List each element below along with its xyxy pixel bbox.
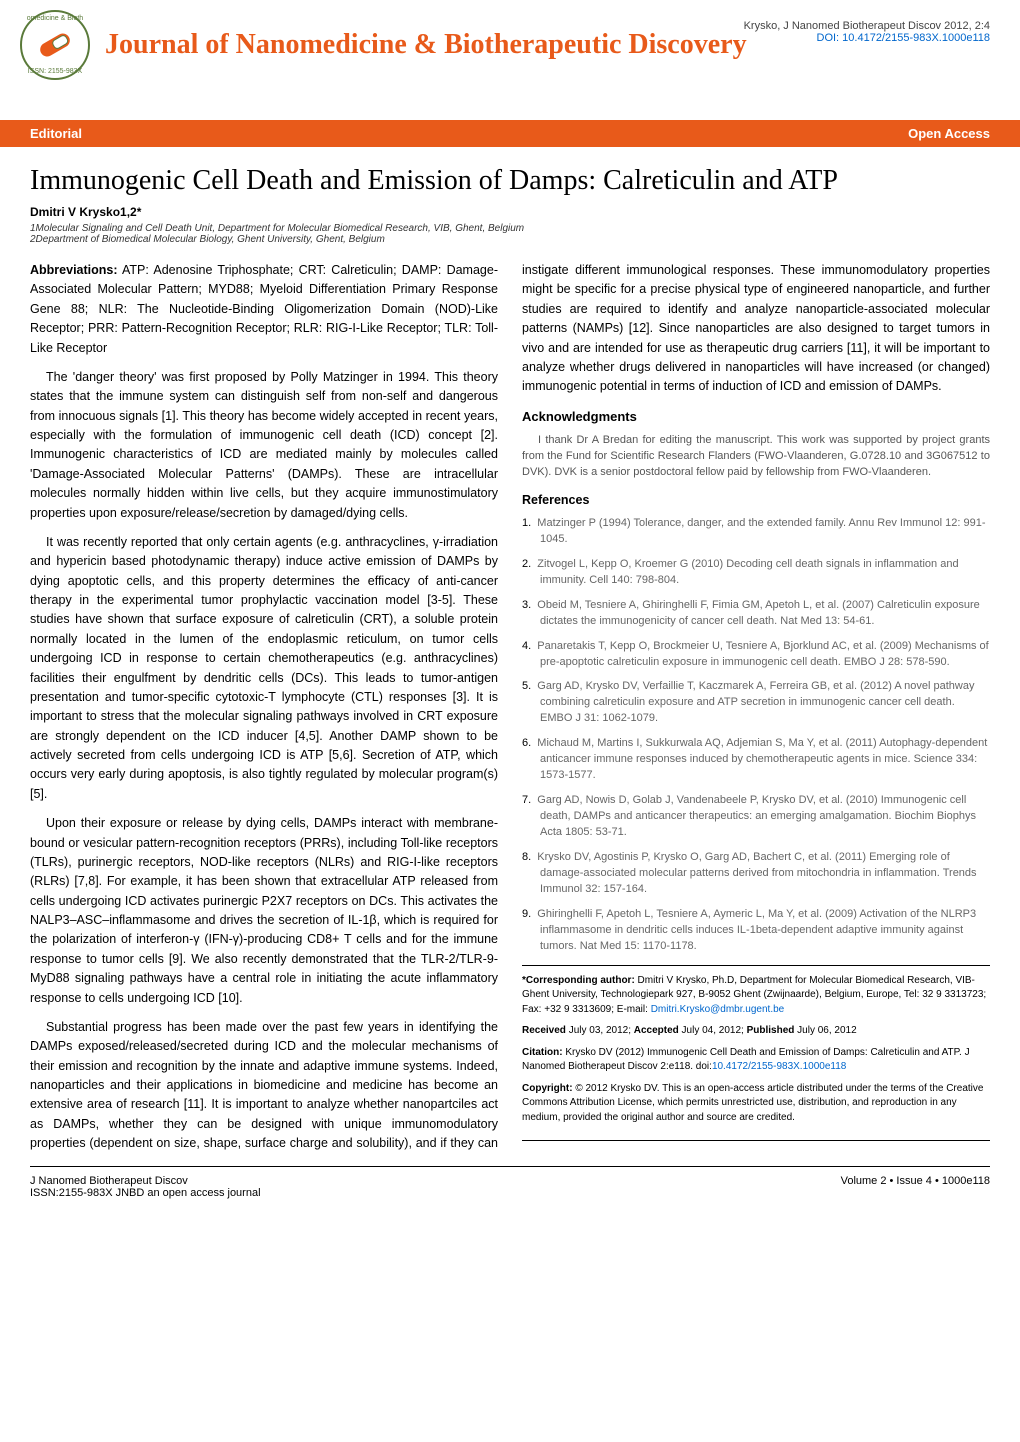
abbrev-label: Abbreviations: [30,263,118,277]
editorial-bar: Editorial Open Access [0,120,1020,147]
affiliation-2: 2Department of Biomedical Molecular Biol… [30,234,990,245]
logo-text-top: omedicine & Bioth [22,15,88,22]
doi-link[interactable]: DOI: 10.4172/2155-983X.1000e118 [744,32,990,44]
pill-icon [38,31,73,59]
footer-left: J Nanomed Biotherapeut Discov ISSN:2155-… [30,1175,261,1199]
email-link[interactable]: Dmitri.Krysko@dmbr.ugent.be [651,1004,785,1015]
logo-area: omedicine & Bioth ISSN: 2155-983X Journa… [20,10,747,80]
reference-item[interactable]: 5. Garg AD, Krysko DV, Verfaillie T, Kac… [540,679,990,727]
corresponding-author: *Corresponding author: Dmitri V Krysko, … [522,974,990,1018]
reference-item[interactable]: 2. Zitvogel L, Kepp O, Kroemer G (2010) … [540,557,990,589]
ack-text: I thank Dr A Bredan for editing the manu… [522,433,990,481]
reference-item[interactable]: 6. Michaud M, Martins I, Sukkurwala AQ, … [540,736,990,784]
bar-right: Open Access [908,126,990,141]
article-info-box: *Corresponding author: Dmitri V Krysko, … [522,965,990,1142]
reference-item[interactable]: 3. Obeid M, Tesniere A, Ghiringhelli F, … [540,598,990,630]
body-para-1: The 'danger theory' was first proposed b… [30,368,498,523]
reference-item[interactable]: 7. Garg AD, Nowis D, Golab J, Vandenabee… [540,793,990,841]
journal-name: Journal of Nanomedicine & Biotherapeutic… [105,29,747,61]
journal-logo-icon: omedicine & Bioth ISSN: 2155-983X [20,10,90,80]
article-title: Immunogenic Cell Death and Emission of D… [30,165,990,197]
reference-item[interactable]: 4. Panaretakis T, Kepp O, Brockmeier U, … [540,639,990,671]
citation-block: Citation: Krysko DV (2012) Immunogenic C… [522,1046,990,1075]
bar-left: Editorial [30,126,82,141]
article-body: Abbreviations: ATP: Adenosine Triphospha… [30,261,990,1154]
affiliation-1: 1Molecular Signaling and Cell Death Unit… [30,223,990,234]
header-area: omedicine & Bioth ISSN: 2155-983X Journa… [0,0,1020,120]
copyright-block: Copyright: © 2012 Krysko DV. This is an … [522,1082,990,1126]
reference-item[interactable]: 8. Krysko DV, Agostinis P, Krysko O, Gar… [540,850,990,898]
citation-line: Krysko, J Nanomed Biotherapeut Discov 20… [744,20,990,32]
author-line: Dmitri V Krysko1,2* [30,205,990,219]
header-citation: Krysko, J Nanomed Biotherapeut Discov 20… [744,20,990,44]
body-para-2: It was recently reported that only certa… [30,533,498,804]
body-para-3: Upon their exposure or release by dying … [30,814,498,1008]
doi-link[interactable]: 10.4172/2155-983X.1000e118 [712,1061,846,1072]
logo-text-bottom: ISSN: 2155-983X [22,68,88,75]
reference-item[interactable]: 9. Ghiringhelli F, Apetoh L, Tesniere A,… [540,907,990,955]
reference-item[interactable]: 1. Matzinger P (1994) Tolerance, danger,… [540,516,990,548]
footer-right: Volume 2 • Issue 4 • 1000e118 [841,1175,990,1199]
page-footer: J Nanomed Biotherapeut Discov ISSN:2155-… [30,1166,990,1219]
abbreviations-para: Abbreviations: ATP: Adenosine Triphospha… [30,261,498,358]
dates-line: Received July 03, 2012; Accepted July 04… [522,1024,990,1039]
references-heading: References [522,491,990,510]
ack-heading: Acknowledgments [522,407,990,427]
